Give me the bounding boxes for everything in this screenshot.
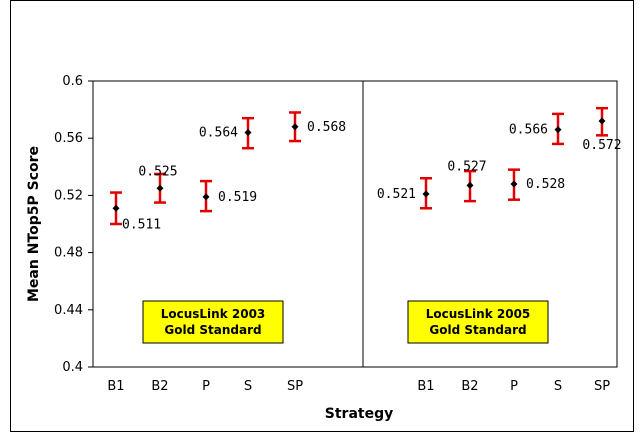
x-category-label: S [554,379,562,394]
data-point [202,193,210,201]
chart-frame [10,0,634,432]
data-label: 0.564 [199,125,238,140]
data-label: 0.527 [447,159,486,174]
x-category-label: P [202,379,210,394]
x-category-label: B1 [107,379,124,394]
data-label: 0.568 [307,120,346,135]
panel-label-box [407,300,549,344]
x-axis-label: Strategy [325,406,393,422]
y-tick-label: 0.56 [54,131,83,146]
y-tick-label: 0.6 [62,74,83,89]
y-tick-label: 0.52 [54,188,83,203]
data-label: 0.528 [526,177,565,192]
data-label: 0.511 [122,217,161,232]
panel-label-box [142,300,284,344]
x-category-label: B1 [417,379,434,394]
data-label: 0.566 [509,123,548,138]
y-tick-label: 0.48 [54,246,83,261]
panel-label-line1: LocusLink 2003 [161,307,266,321]
x-category-label: B2 [461,379,478,394]
x-category-label: SP [594,379,610,394]
data-point [598,117,606,125]
data-point [244,128,252,136]
data-point [466,181,474,189]
x-category-label: SP [287,379,303,394]
y-tick-label: 0.44 [54,303,83,318]
x-category-label: S [244,379,252,394]
data-point [510,180,518,188]
panel-label-line2: Gold Standard [164,323,261,337]
data-point [112,204,120,212]
x-category-label: B2 [151,379,168,394]
data-point [291,123,299,131]
y-axis-label: Mean NTop5P Score [26,146,42,302]
data-label: 0.521 [377,187,416,202]
y-tick-label: 0.4 [62,360,83,375]
x-category-label: P [510,379,518,394]
data-label: 0.525 [138,164,177,179]
panel-label-line1: LocusLink 2005 [426,307,531,321]
data-point [156,184,164,192]
panel-label-line2: Gold Standard [429,323,526,337]
data-point [422,190,430,198]
plot-area [92,80,618,368]
data-label: 0.572 [582,138,621,153]
data-point [554,126,562,134]
data-label: 0.519 [218,190,257,205]
